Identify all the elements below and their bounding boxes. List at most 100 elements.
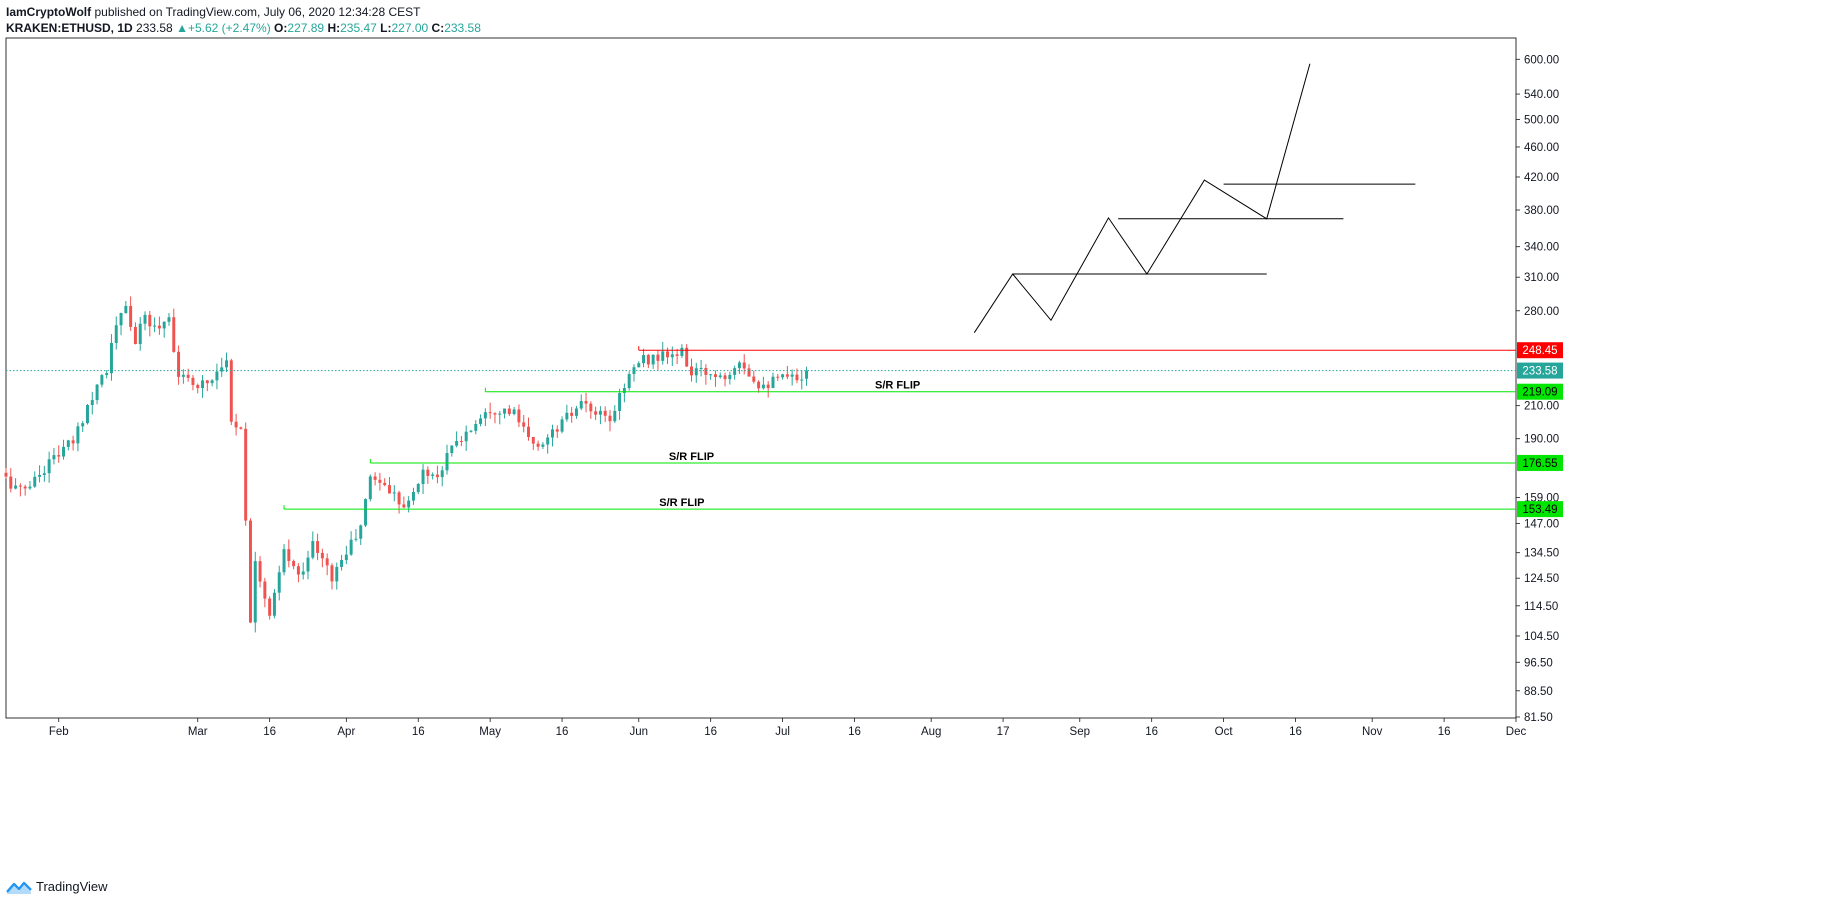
candle-body — [325, 558, 329, 566]
candle — [229, 358, 233, 426]
candle-body — [109, 343, 113, 374]
candle — [541, 442, 545, 449]
candle-body — [737, 362, 741, 369]
candle-body — [186, 374, 190, 378]
candle — [699, 359, 703, 377]
footer-brand[interactable]: TradingView — [6, 879, 108, 894]
candle-body — [488, 412, 492, 414]
candle — [119, 312, 123, 336]
candle-body — [181, 374, 185, 377]
y-tick-label: 340.00 — [1524, 242, 1559, 254]
candle — [272, 589, 276, 619]
candle — [531, 436, 535, 450]
sr-flip-2-label: S/R FLIP — [669, 451, 714, 463]
candle — [790, 369, 794, 386]
candle — [498, 411, 502, 425]
high-label: H: — [327, 21, 341, 35]
x-tick-label: 16 — [848, 726, 861, 738]
low-value: 227.00 — [391, 21, 429, 35]
candle — [282, 544, 286, 576]
candle — [661, 342, 665, 365]
candle — [263, 577, 267, 608]
candle-body — [344, 554, 348, 561]
candle — [244, 422, 248, 526]
candle-body — [584, 401, 588, 404]
symbol-name[interactable]: KRAKEN:ETHUSD, 1D — [6, 21, 133, 35]
candle-body — [282, 549, 286, 573]
candle — [23, 484, 27, 496]
candle — [33, 471, 37, 488]
candle — [86, 404, 89, 425]
candle — [143, 311, 147, 331]
candle — [330, 563, 334, 590]
candle-body — [675, 354, 679, 356]
x-tick-label: Jul — [775, 726, 790, 738]
candle — [344, 545, 348, 565]
candle-body — [709, 374, 713, 376]
candle — [761, 376, 765, 390]
candle — [493, 412, 497, 424]
y-tick-label: 210.00 — [1524, 401, 1559, 413]
candle-body — [522, 422, 526, 427]
candle — [565, 404, 569, 422]
candle — [450, 445, 454, 457]
candle — [723, 372, 727, 387]
candle-body — [335, 566, 339, 582]
last-price-tag: 233.58 — [1517, 362, 1563, 379]
y-tick-label: 104.50 — [1524, 631, 1559, 643]
candle-body — [234, 421, 238, 428]
candle-body — [205, 380, 209, 384]
candle-body — [728, 374, 732, 380]
y-tick-label: 134.50 — [1524, 548, 1559, 560]
projection-path[interactable] — [973, 63, 1311, 333]
candle — [124, 301, 128, 314]
candle-body — [761, 384, 765, 389]
candle-body — [790, 374, 794, 377]
candle-body — [378, 479, 382, 483]
y-tick-label: 147.00 — [1524, 518, 1559, 530]
candle-body — [685, 347, 689, 367]
candle — [368, 474, 372, 502]
candle-body — [167, 317, 171, 322]
candle — [426, 466, 430, 484]
candle-body — [627, 374, 631, 389]
candle-body — [757, 381, 761, 389]
candle — [613, 405, 617, 424]
candle — [733, 365, 737, 380]
plot-area[interactable] — [5, 37, 1517, 719]
candle-body — [119, 312, 123, 326]
candle-body — [546, 437, 550, 445]
candle — [507, 404, 511, 417]
candle-body — [143, 314, 147, 324]
candle-body — [450, 445, 454, 454]
x-tick-label: Nov — [1362, 726, 1383, 738]
candle — [210, 379, 214, 387]
author-name[interactable]: IamCryptoWolf — [6, 5, 92, 19]
candle — [713, 370, 717, 387]
candle — [608, 410, 612, 432]
candle-body — [71, 440, 75, 444]
candle — [440, 466, 444, 487]
candle-body — [148, 314, 152, 327]
candle-body — [622, 388, 626, 394]
candle-body — [694, 368, 698, 376]
candle — [785, 365, 789, 380]
candle-body — [666, 351, 670, 358]
candle-body — [201, 380, 205, 389]
candle — [253, 551, 257, 633]
candle-body — [253, 561, 257, 623]
candle — [455, 431, 459, 448]
candle — [181, 369, 185, 384]
candle — [191, 374, 195, 391]
price-change: +5.62 (+2.47%) — [187, 21, 271, 35]
candle-body — [637, 363, 641, 368]
candle-body — [76, 426, 80, 444]
candle-body — [407, 500, 411, 508]
publish-info: published on TradingView.com, July 06, 2… — [94, 5, 421, 19]
candle — [378, 472, 382, 491]
candle-body — [747, 368, 751, 377]
candle-body — [498, 413, 502, 415]
candle — [153, 317, 157, 333]
x-tick-label: Apr — [337, 726, 355, 738]
